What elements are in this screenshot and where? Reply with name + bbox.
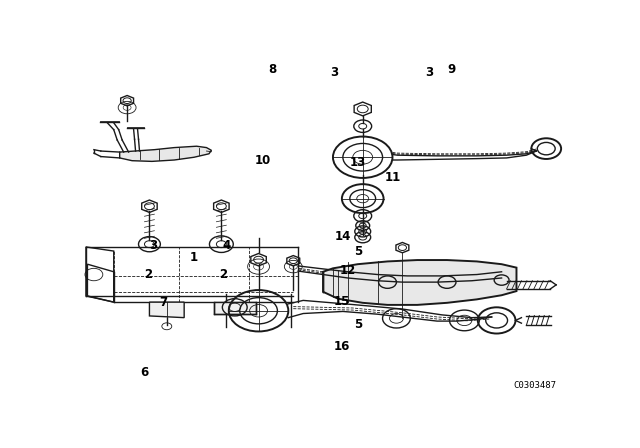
Text: 5: 5 <box>354 318 362 331</box>
Text: 2: 2 <box>219 268 227 281</box>
Text: 7: 7 <box>159 296 168 309</box>
Text: 3: 3 <box>330 66 338 79</box>
Text: 16: 16 <box>333 340 350 353</box>
Polygon shape <box>150 302 184 318</box>
Text: 9: 9 <box>447 63 455 76</box>
Polygon shape <box>323 260 516 305</box>
Text: 3: 3 <box>426 66 434 79</box>
Text: 5: 5 <box>354 245 362 258</box>
Text: 12: 12 <box>340 264 356 277</box>
Text: 11: 11 <box>385 172 401 185</box>
Text: 14: 14 <box>335 230 351 243</box>
Polygon shape <box>120 146 211 161</box>
Text: 15: 15 <box>333 295 350 308</box>
Text: 4: 4 <box>222 239 230 252</box>
Text: C0303487: C0303487 <box>513 381 556 390</box>
Text: 1: 1 <box>190 251 198 264</box>
Text: 8: 8 <box>268 63 276 76</box>
Text: 10: 10 <box>255 154 271 167</box>
Polygon shape <box>214 302 256 314</box>
Text: 3: 3 <box>149 239 157 252</box>
Text: 6: 6 <box>140 366 148 379</box>
Text: 13: 13 <box>349 156 366 169</box>
Text: 2: 2 <box>145 268 152 281</box>
